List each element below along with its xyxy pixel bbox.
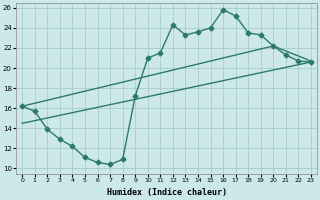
X-axis label: Humidex (Indice chaleur): Humidex (Indice chaleur) xyxy=(107,188,227,197)
